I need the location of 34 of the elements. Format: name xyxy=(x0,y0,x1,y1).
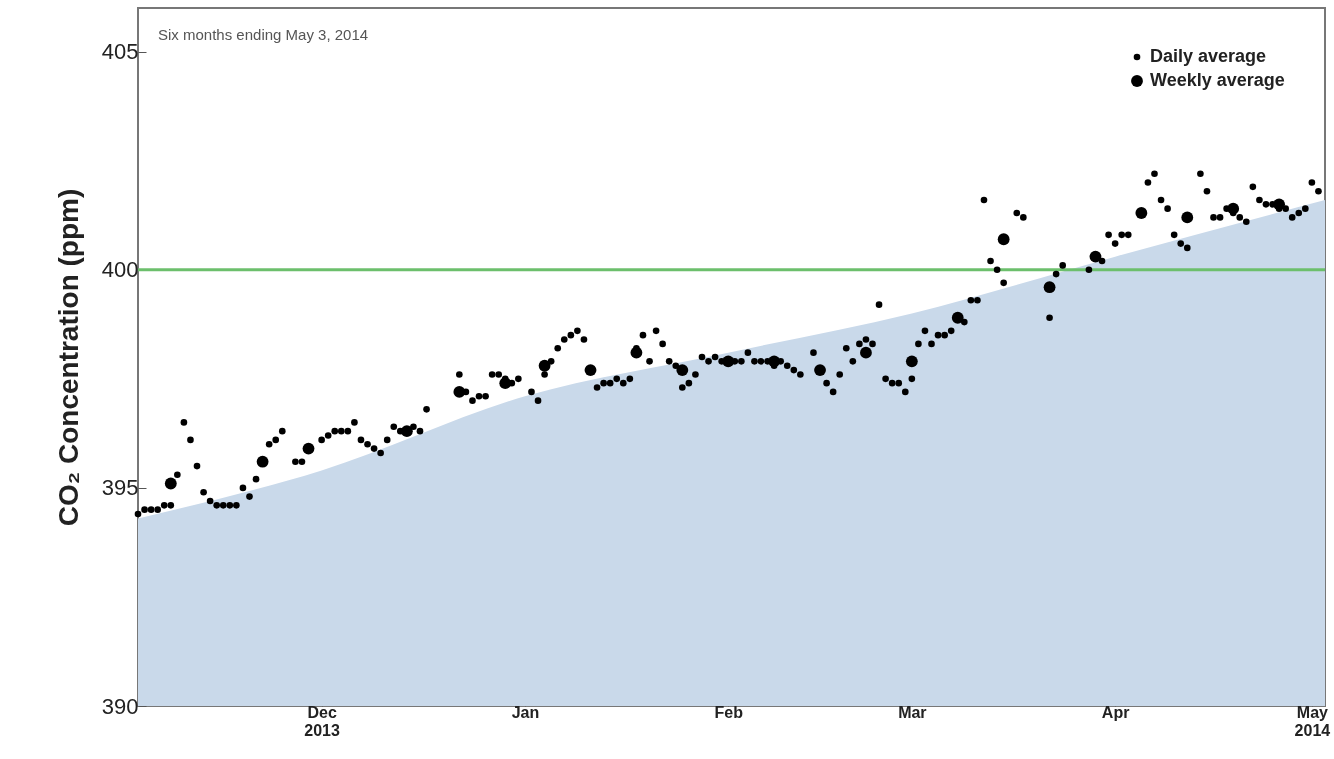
point xyxy=(905,355,918,368)
x-tick-label: Mar xyxy=(898,703,927,721)
legend-label: Weekly average xyxy=(1150,70,1285,90)
point xyxy=(1043,281,1056,294)
point xyxy=(814,364,826,376)
point xyxy=(1273,198,1286,211)
annotation: Six months ending May 3, 2014 xyxy=(158,26,369,43)
point xyxy=(676,364,689,376)
point xyxy=(1135,207,1148,219)
point xyxy=(1089,250,1102,263)
point xyxy=(302,442,315,455)
x-tick-label: May 2014 xyxy=(1294,703,1331,739)
point xyxy=(400,425,413,438)
point xyxy=(538,359,551,372)
point xyxy=(722,355,735,368)
point xyxy=(997,233,1010,246)
point xyxy=(951,311,964,324)
point xyxy=(768,355,781,368)
point xyxy=(584,364,597,376)
x-tick-label: Dec 2013 xyxy=(304,703,341,739)
point xyxy=(860,346,872,359)
legend-label: Daily average xyxy=(1150,46,1267,66)
point xyxy=(453,386,466,398)
point xyxy=(256,455,269,468)
point xyxy=(1181,211,1194,224)
point xyxy=(164,477,177,490)
x-tick-label: Feb xyxy=(714,703,744,721)
x-tick-label: Apr xyxy=(1101,703,1130,721)
point xyxy=(1227,202,1240,215)
y-tick-label: 390 xyxy=(101,693,139,719)
point xyxy=(499,377,512,390)
point xyxy=(630,346,643,359)
x-tick-label: Jan xyxy=(511,703,540,721)
y-axis-title: CO₂ Concentration (ppm) xyxy=(52,188,84,527)
